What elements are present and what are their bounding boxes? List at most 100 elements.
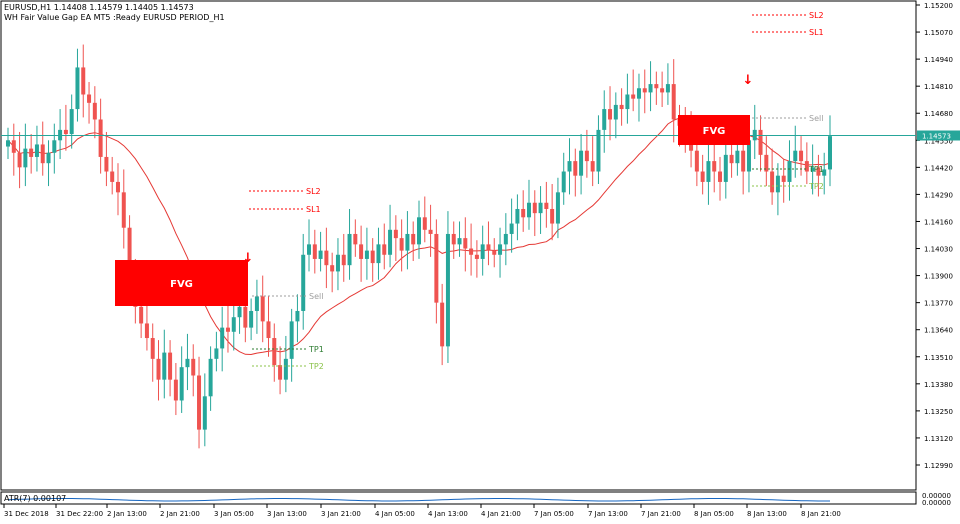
- candle-body: [822, 169, 827, 176]
- candle-body: [295, 310, 300, 322]
- candle-body: [636, 88, 641, 99]
- x-tick-label: 8 Jan 13:00: [747, 510, 787, 518]
- trade-label-tp2: TP2: [808, 182, 824, 191]
- candle-body: [272, 338, 277, 366]
- candle-body: [642, 88, 647, 93]
- x-tick-label: 31 Dec 2018: [4, 510, 49, 518]
- fvg-zone: [115, 260, 248, 306]
- candle-body: [428, 229, 433, 234]
- trade-overlays: FVG FVG SL2 SL1 Sell TP1 TP2 SL2 SL1 Sell TP1 TP2 ↓ ↓: [1, 11, 916, 371]
- trade-label-sl2: SL2: [306, 187, 321, 196]
- candle-body: [289, 321, 294, 359]
- candle-body: [712, 161, 717, 172]
- main-plot-frame: [0, 0, 917, 491]
- current-price-tag: [917, 130, 960, 141]
- candle-body: [197, 375, 202, 430]
- candle-body: [237, 306, 242, 318]
- x-tick-label: 3 Jan 13:00: [267, 510, 307, 518]
- trade-label-sl2: SL2: [809, 11, 824, 20]
- trade-label-sell: Sell: [809, 114, 823, 123]
- x-tick-label: 4 Jan 21:00: [481, 510, 521, 518]
- ea-status: WH Fair Value Gap EA MT5 :Ready EURUSD P…: [4, 13, 225, 22]
- candle-body: [46, 152, 51, 164]
- candle-body: [214, 348, 219, 359]
- candle-body: [324, 250, 329, 266]
- candle-body: [526, 202, 531, 218]
- trade-label-sl1: SL1: [306, 205, 321, 214]
- candle-body: [775, 175, 780, 193]
- y-tick-label: 1.15070: [924, 29, 953, 37]
- candle-body: [243, 306, 248, 328]
- candle-body: [6, 140, 10, 147]
- symbol-info: EURUSD,H1 1.14408 1.14579 1.14405 1.1457…: [4, 3, 194, 12]
- candle-body: [144, 323, 149, 339]
- candle-body: [168, 352, 173, 380]
- candle-body: [584, 150, 589, 162]
- candle-body: [347, 233, 352, 266]
- y-tick-label: 1.13770: [924, 300, 953, 308]
- candle-body: [729, 154, 734, 164]
- candle-body: [735, 150, 740, 164]
- candle-body: [799, 150, 804, 162]
- candle-body: [781, 175, 786, 182]
- candle-body: [440, 302, 445, 347]
- candle-body: [312, 244, 317, 259]
- candle-body: [613, 104, 618, 120]
- candle-body: [69, 109, 74, 135]
- sell-arrow-icon: ↓: [743, 73, 754, 88]
- candle-body: [573, 161, 578, 176]
- candle-body: [341, 254, 346, 266]
- candle-body: [34, 144, 39, 157]
- candle-body: [139, 306, 144, 324]
- candle-body: [631, 94, 636, 99]
- candle-body: [596, 129, 601, 172]
- atr-line: [7, 498, 830, 502]
- candle-body: [770, 171, 775, 193]
- candle-body: [307, 244, 312, 255]
- candle-body: [220, 327, 225, 349]
- candle-body: [451, 233, 456, 245]
- atr-axis-top: 0.00000: [922, 492, 951, 500]
- candle-body: [521, 208, 526, 218]
- candle-body: [162, 352, 167, 380]
- candle-body: [364, 250, 369, 259]
- candle-body: [81, 67, 86, 95]
- candle-body: [92, 102, 97, 120]
- candle-body: [694, 150, 699, 172]
- current-price-value: 1.14573: [922, 133, 951, 141]
- candle-body: [434, 233, 439, 303]
- candle-body: [469, 248, 474, 255]
- candles: [6, 44, 832, 449]
- candle-body: [104, 156, 109, 172]
- y-tick-label: 1.14160: [924, 218, 953, 226]
- candle-body: [723, 154, 728, 182]
- candle-body: [660, 88, 665, 93]
- candle-body: [191, 358, 196, 376]
- candle-body: [29, 148, 34, 157]
- candle-body: [411, 233, 416, 245]
- fvg-label: FVG: [170, 279, 193, 290]
- candle-body: [75, 67, 80, 110]
- trade-label-sl1: SL1: [809, 28, 824, 37]
- candle-body: [121, 192, 126, 228]
- candle-body: [741, 150, 746, 172]
- y-tick-label: 1.12990: [924, 462, 953, 470]
- atr-label: ATR(7) 0.00107: [4, 494, 67, 503]
- x-tick-label: 4 Jan 05:00: [375, 510, 415, 518]
- candle-body: [555, 192, 560, 224]
- candle-body: [23, 148, 28, 168]
- candle-body: [11, 140, 16, 153]
- candle-body: [793, 150, 798, 162]
- candle-body: [225, 327, 230, 332]
- candle-body: [787, 161, 792, 182]
- y-tick-label: 1.13640: [924, 327, 953, 335]
- candle-body: [115, 181, 120, 193]
- candle-body: [330, 265, 335, 272]
- candle-body: [474, 254, 479, 259]
- candle-body: [150, 338, 155, 359]
- candle-body: [185, 358, 190, 368]
- candle-body: [156, 358, 161, 380]
